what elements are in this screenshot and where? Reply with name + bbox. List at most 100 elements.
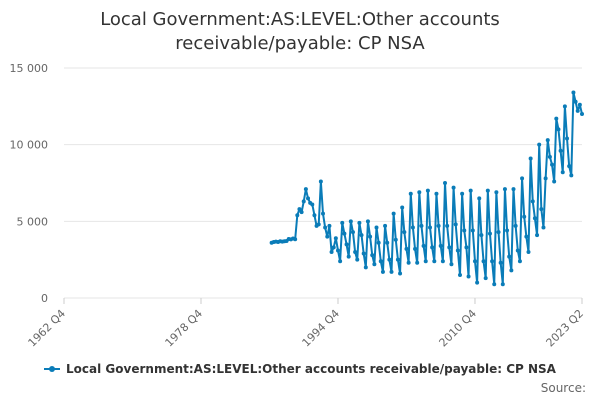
data-point[interactable] [395,257,400,262]
data-point[interactable] [423,259,428,264]
data-point[interactable] [483,276,488,281]
data-point[interactable] [464,245,469,250]
data-point[interactable] [470,228,475,233]
chart-legend[interactable]: Local Government:AS:LEVEL:Other accounts… [0,362,600,376]
data-point[interactable] [323,225,328,230]
data-point[interactable] [333,236,338,241]
data-point[interactable] [363,265,368,270]
data-point[interactable] [539,207,544,212]
data-point[interactable] [567,164,572,169]
data-point[interactable] [419,223,424,228]
data-point[interactable] [449,262,454,267]
data-point[interactable] [530,199,535,204]
data-point[interactable] [500,282,505,287]
data-point[interactable] [457,273,462,277]
data-point[interactable] [451,185,456,190]
data-point[interactable] [378,259,383,264]
data-point[interactable] [410,225,415,230]
data-point[interactable] [318,179,323,184]
data-point[interactable] [550,162,555,167]
data-point[interactable] [353,250,358,254]
data-point[interactable] [417,190,422,195]
data-point[interactable] [400,205,405,210]
data-point[interactable] [502,187,507,192]
data-point[interactable] [344,242,349,247]
data-point[interactable] [430,245,435,250]
data-point[interactable] [532,216,537,221]
data-point[interactable] [513,223,518,228]
data-point[interactable] [517,259,522,264]
data-point[interactable] [575,108,580,113]
data-point[interactable] [370,253,375,258]
data-point[interactable] [445,223,450,228]
data-point[interactable] [460,191,465,196]
data-point[interactable] [541,225,546,230]
data-point[interactable] [466,274,471,279]
data-point[interactable] [545,138,550,143]
data-point[interactable] [528,156,533,161]
data-point[interactable] [560,170,565,175]
data-point[interactable] [558,148,563,153]
data-point[interactable] [348,219,353,224]
data-point[interactable] [432,259,437,264]
data-point[interactable] [547,154,552,159]
data-point[interactable] [329,250,334,254]
data-point[interactable] [462,228,467,233]
data-point[interactable] [477,196,482,201]
data-point[interactable] [487,231,492,236]
data-point[interactable] [372,262,377,267]
data-point[interactable] [526,250,531,254]
data-point[interactable] [389,269,394,274]
data-point[interactable] [415,260,420,265]
data-point[interactable] [479,233,484,238]
data-point[interactable] [380,269,385,274]
data-point[interactable] [505,228,510,233]
data-point[interactable] [577,102,582,107]
data-point[interactable] [569,173,574,178]
data-point[interactable] [571,90,576,95]
data-point[interactable] [472,259,477,264]
data-point[interactable] [301,199,306,204]
data-point[interactable] [562,104,567,109]
data-point[interactable] [321,211,325,216]
data-point[interactable] [402,230,407,235]
data-point[interactable] [490,259,495,264]
data-point[interactable] [468,188,473,193]
data-point[interactable] [522,214,527,219]
data-point[interactable] [425,188,430,193]
data-point[interactable] [436,223,441,228]
data-point[interactable] [573,99,578,104]
data-point[interactable] [310,202,315,207]
data-point[interactable] [406,260,411,265]
data-point[interactable] [312,213,317,218]
data-point[interactable] [485,188,490,193]
data-point[interactable] [346,254,351,259]
data-point[interactable] [438,243,443,248]
data-point[interactable] [361,251,366,256]
data-point[interactable] [535,233,540,238]
data-point[interactable] [299,210,304,215]
data-point[interactable] [408,191,413,196]
data-point[interactable] [368,234,373,239]
data-point[interactable] [325,234,330,239]
data-point[interactable] [511,187,516,192]
data-point[interactable] [507,254,512,259]
data-point[interactable] [580,112,584,116]
data-point[interactable] [342,231,347,236]
data-point[interactable] [398,271,403,276]
data-point[interactable] [552,179,557,184]
data-point[interactable] [440,259,445,264]
data-point[interactable] [385,240,390,245]
data-point[interactable] [492,282,497,287]
data-point[interactable] [383,223,388,228]
data-point[interactable] [447,245,452,250]
data-point[interactable] [359,233,364,238]
data-point[interactable] [293,237,298,242]
data-point[interactable] [428,225,433,230]
data-point[interactable] [297,207,302,212]
data-point[interactable] [554,116,559,121]
data-point[interactable] [391,211,396,216]
data-point[interactable] [453,222,458,227]
data-point[interactable] [496,230,501,235]
data-point[interactable] [520,176,525,181]
